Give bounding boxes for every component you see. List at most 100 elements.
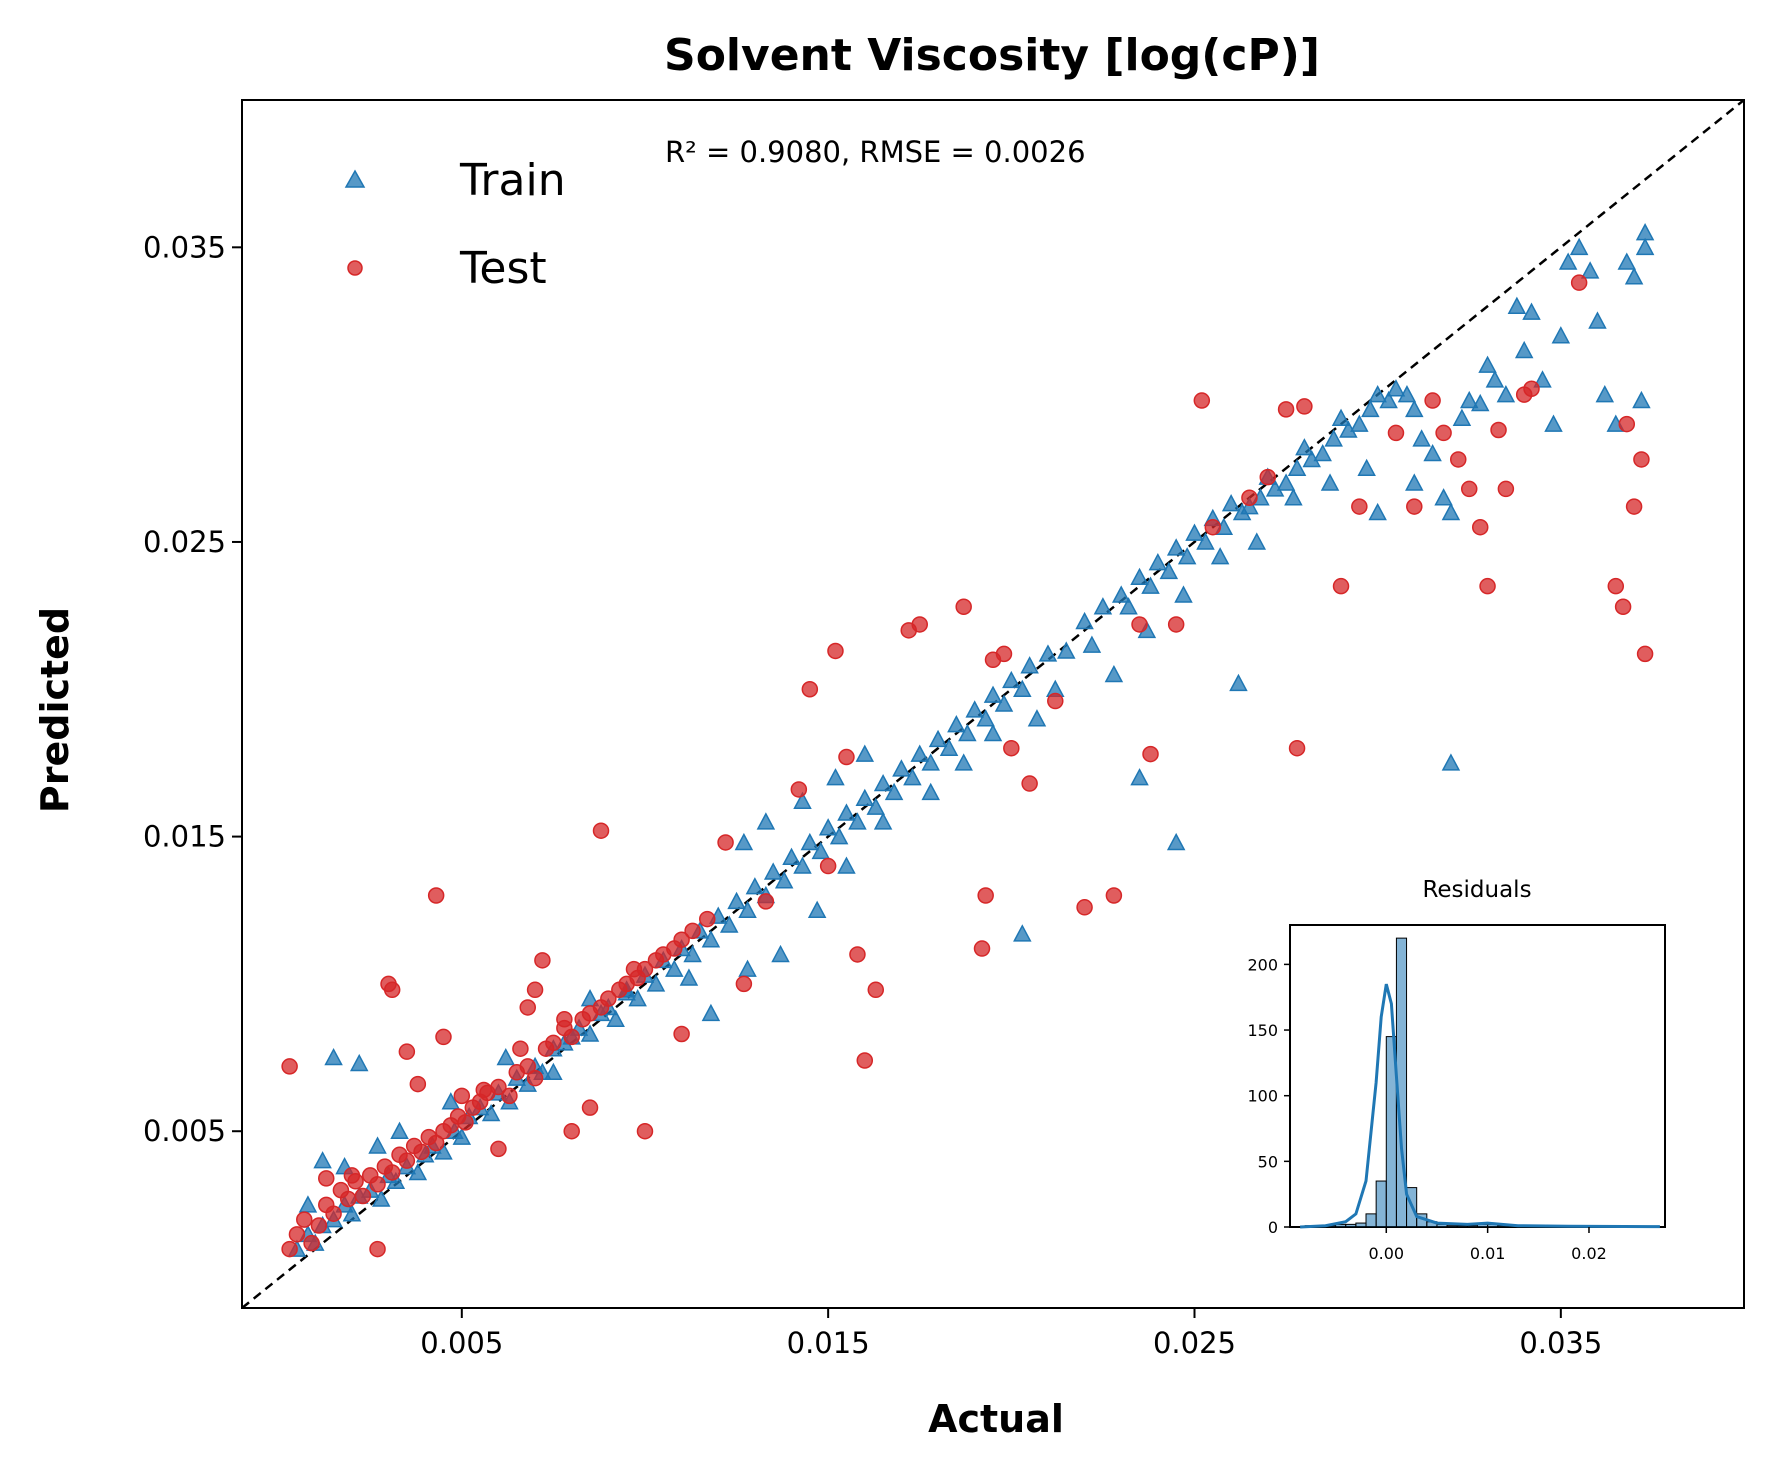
train-point <box>1159 561 1179 580</box>
train-point <box>873 812 893 830</box>
train-point <box>452 1127 472 1145</box>
train-point <box>1397 385 1417 403</box>
y-axis-label: Predicted <box>33 607 77 813</box>
train-point <box>628 989 647 1007</box>
train-point <box>983 723 1003 742</box>
test-point <box>343 1167 361 1184</box>
train-point <box>763 862 783 880</box>
inset-x-tick-label: 0.02 <box>1571 1244 1607 1263</box>
test-point <box>545 1034 562 1052</box>
train-point <box>826 768 845 786</box>
test-point <box>1076 899 1093 916</box>
test-point <box>427 1134 445 1152</box>
train-point <box>1166 832 1186 851</box>
test-point <box>281 1058 298 1075</box>
train-point <box>1082 635 1102 653</box>
test-point <box>717 834 734 851</box>
train-point <box>738 959 757 977</box>
train-point <box>947 715 966 733</box>
train-point <box>939 738 959 756</box>
train-point <box>818 818 838 836</box>
train-point <box>606 1009 625 1028</box>
train-point <box>782 847 801 865</box>
train-point <box>1470 393 1490 412</box>
train-point <box>1434 488 1453 506</box>
train-point <box>848 812 867 830</box>
train-point <box>1141 576 1160 594</box>
train-point <box>1544 414 1563 432</box>
test-point <box>827 642 844 660</box>
train-point <box>1624 267 1644 285</box>
train-point <box>368 1136 387 1154</box>
test-point <box>699 910 716 928</box>
inset-x-ticks: 0.00 0.01 0.02 <box>1368 1227 1607 1263</box>
train-point <box>734 832 754 851</box>
legend-train-label: Train <box>459 155 566 206</box>
test-point <box>1523 380 1540 397</box>
train-point <box>1002 670 1021 689</box>
train-point <box>855 744 875 762</box>
test-point <box>519 999 536 1016</box>
test-point <box>1479 577 1496 595</box>
test-point <box>398 1152 416 1169</box>
train-point <box>1247 532 1267 550</box>
histogram-bar <box>1446 1225 1458 1228</box>
test-point <box>1497 480 1515 498</box>
train-point <box>1166 538 1186 556</box>
train-point <box>884 782 904 801</box>
histogram-bar <box>1466 1225 1479 1228</box>
test-point <box>519 1058 536 1075</box>
test-point <box>1460 480 1478 498</box>
test-point <box>581 1099 599 1116</box>
test-point <box>1296 398 1313 415</box>
test-point <box>1021 775 1038 792</box>
train-point <box>774 871 794 889</box>
train-point <box>756 812 776 830</box>
test-point <box>1450 451 1467 468</box>
train-point <box>928 729 948 748</box>
test-point <box>684 922 701 940</box>
train-point <box>771 944 790 963</box>
train-point <box>683 944 702 963</box>
test-point <box>1288 739 1306 757</box>
train-point <box>1324 429 1343 447</box>
train-point <box>1569 237 1589 256</box>
train-point <box>1295 438 1314 456</box>
train-point <box>837 856 856 874</box>
train-point <box>679 968 699 986</box>
x-tick-label: 0.005 <box>420 1326 503 1360</box>
y-axis-ticks: 0.005 0.015 0.025 0.035 <box>143 230 242 1148</box>
test-point <box>310 1217 328 1234</box>
train-point <box>1522 302 1541 320</box>
train-point <box>910 744 929 762</box>
train-point <box>1119 597 1138 615</box>
train-point <box>1368 385 1387 403</box>
test-point <box>1241 489 1258 507</box>
train-point <box>1368 502 1387 521</box>
train-point <box>1533 370 1552 388</box>
test-point <box>625 960 643 978</box>
train-point <box>1229 673 1248 692</box>
train-point <box>1038 644 1058 662</box>
x-tick-label: 0.035 <box>1519 1326 1602 1360</box>
test-point <box>1406 498 1423 515</box>
test-point <box>838 748 855 766</box>
train-point <box>1507 296 1527 314</box>
train-point <box>811 841 831 860</box>
inset-y-tick-label: 100 <box>1247 1087 1278 1106</box>
test-point <box>790 781 808 798</box>
train-point <box>1452 408 1472 426</box>
test-point <box>955 598 972 616</box>
x-tick-label: 0.025 <box>1153 1326 1236 1360</box>
test-point <box>1435 424 1452 442</box>
test-point <box>1047 692 1064 710</box>
train-point <box>1357 458 1376 477</box>
inset-x-tick-label: 0.01 <box>1470 1244 1506 1263</box>
test-point <box>1167 616 1185 633</box>
test-point <box>526 981 544 999</box>
train-point <box>1580 261 1600 279</box>
y-tick-label: 0.025 <box>143 525 226 559</box>
test-point <box>1618 415 1636 433</box>
plot-frame <box>241 99 1745 1309</box>
train-point <box>793 856 812 874</box>
